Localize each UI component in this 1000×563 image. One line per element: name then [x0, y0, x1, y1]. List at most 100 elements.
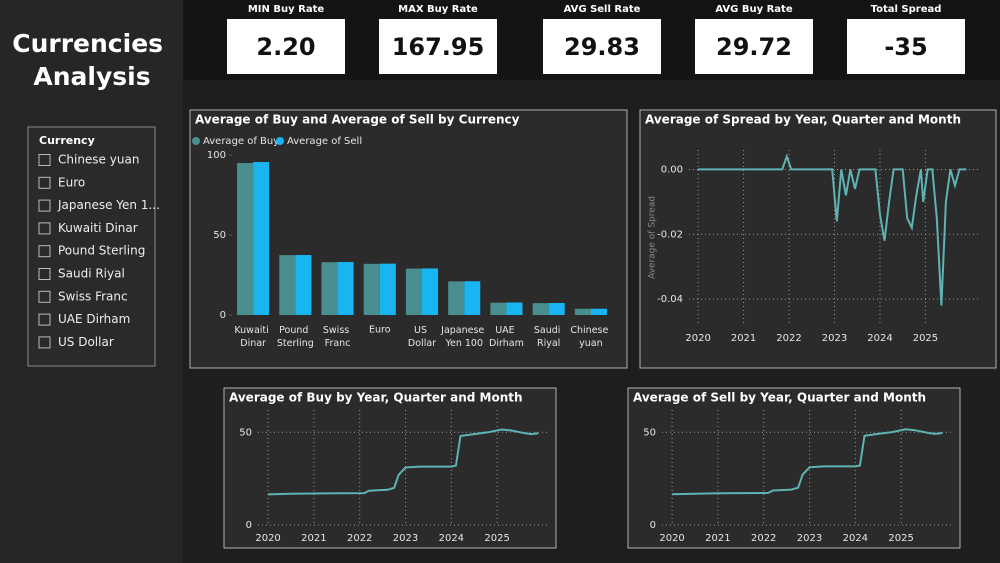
checkbox[interactable]: [38, 336, 51, 349]
x-tick-label: 2025: [913, 333, 938, 344]
slicer-item[interactable]: Euro: [58, 175, 85, 189]
label-line: yuan: [579, 338, 603, 349]
bar: [379, 263, 396, 315]
label-line: Riyal: [537, 338, 560, 349]
x-tick-label: 2024: [843, 533, 868, 544]
label-line: Chinese: [570, 325, 611, 336]
kpi-card: [695, 19, 813, 74]
kpi-card: [227, 19, 345, 74]
kpi-label: MAX Buy Rate: [398, 4, 478, 15]
bar: [279, 255, 296, 315]
slicer-item[interactable]: UAE Dirham: [58, 312, 130, 326]
dashboard-title: Currencies Analysis: [12, 29, 172, 91]
kpi-card: [379, 19, 497, 74]
kpi-card: [543, 19, 661, 74]
kpi-label: AVG Buy Rate: [715, 4, 792, 15]
x-tick-label: Chinese yuan: [570, 325, 611, 349]
chart-panel: [639, 109, 997, 369]
x-tick-label: 2020: [659, 533, 684, 544]
x-tick-label: Euro: [369, 325, 391, 336]
checkbox[interactable]: [38, 290, 51, 303]
bar: [448, 281, 465, 315]
chart-panel: [223, 387, 557, 549]
slicer-item[interactable]: Japanese Yen 1...: [57, 198, 160, 212]
label-line: Dirham: [489, 338, 524, 349]
x-tick-label: UAE Dirham: [489, 325, 524, 349]
y-tick-label: 0.00: [661, 164, 683, 175]
slicer: [27, 126, 156, 367]
title-line: Currencies: [12, 29, 172, 58]
x-tick-label: 2023: [393, 533, 418, 544]
checkbox[interactable]: [38, 313, 51, 326]
line: [268, 428, 539, 496]
bar: [295, 255, 312, 315]
checkbox[interactable]: [38, 199, 51, 212]
x-tick-label: 2021: [705, 533, 730, 544]
bar: [464, 281, 481, 315]
bar: [506, 302, 523, 315]
checkbox[interactable]: [38, 268, 51, 280]
label-line: Pound: [279, 325, 311, 336]
y-tick-label: 50: [239, 427, 252, 438]
kpi-value: 29.72: [716, 33, 792, 61]
slicer-item[interactable]: Chinese yuan: [58, 153, 139, 167]
kpi-label: MIN Buy Rate: [248, 4, 324, 15]
slicer-item[interactable]: US Dollar: [58, 335, 114, 349]
bar: [590, 308, 607, 315]
kpi-label: Total Spread: [871, 4, 942, 15]
checkbox[interactable]: [38, 154, 51, 166]
slicer-item[interactable]: Kuwaiti Dinar: [58, 221, 138, 235]
label-line: Saudi: [534, 325, 564, 336]
x-tick-label: Swiss Franc: [323, 325, 352, 349]
x-tick-label: Japanese Yen 100: [440, 325, 487, 349]
bar: [405, 268, 422, 315]
kpi-value: 29.83: [564, 33, 640, 61]
slicer-item[interactable]: Swiss Franc: [58, 289, 128, 303]
kpi-value: -35: [884, 33, 927, 61]
x-tick-label: 2020: [255, 533, 280, 544]
bar: [422, 268, 439, 315]
kpi-value: 167.95: [392, 33, 485, 61]
bar: [237, 163, 254, 315]
bar: [253, 162, 270, 315]
bar: [532, 303, 549, 315]
label-line: Japanese: [440, 325, 487, 336]
label-line: Yen 100: [444, 338, 483, 349]
checkbox[interactable]: [38, 222, 51, 235]
label-line: Sterling: [277, 338, 314, 349]
x-tick-label: 2023: [822, 333, 847, 344]
y-tick-label: 100: [207, 150, 226, 161]
x-tick-label: 2020: [685, 333, 710, 344]
y-tick-label: 0: [650, 520, 656, 531]
x-tick-label: US Dollar: [408, 325, 436, 349]
y-tick-label: -0.04: [657, 294, 683, 305]
checkbox[interactable]: [38, 245, 51, 258]
checkbox[interactable]: [38, 176, 51, 189]
x-tick-label: 2022: [347, 533, 372, 544]
y-tick-label: -0.02: [657, 229, 683, 240]
slicer-item[interactable]: Pound Sterling: [58, 244, 145, 258]
y-tick-label: 50: [213, 230, 226, 241]
kpi-card: [847, 19, 965, 74]
x-tick-label: 2025: [484, 533, 509, 544]
bar: [490, 302, 507, 315]
line: [698, 153, 967, 306]
slicer-item[interactable]: Saudi Riyal: [58, 267, 125, 281]
x-tick-label: 2024: [439, 533, 464, 544]
x-tick-label: Saudi Riyal: [534, 325, 564, 349]
label-line: Kuwaiti: [234, 325, 271, 336]
label-line: Dollar: [408, 338, 436, 349]
x-tick-label: 2022: [776, 333, 801, 344]
x-tick-label: Kuwaiti Dinar: [234, 325, 271, 349]
kpi-label: AVG Sell Rate: [564, 4, 641, 15]
bar: [363, 263, 380, 315]
bar: [548, 303, 565, 315]
line: [672, 428, 943, 496]
x-tick-label: 2021: [301, 533, 326, 544]
label-line: Dinar: [240, 338, 266, 349]
chart-title: Average of Sell by Year, Quarter and Mon…: [633, 391, 926, 405]
bar: [574, 308, 591, 315]
chart-title: Average of Buy by Year, Quarter and Mont…: [229, 391, 523, 405]
y-tick-label: 0: [246, 520, 252, 531]
